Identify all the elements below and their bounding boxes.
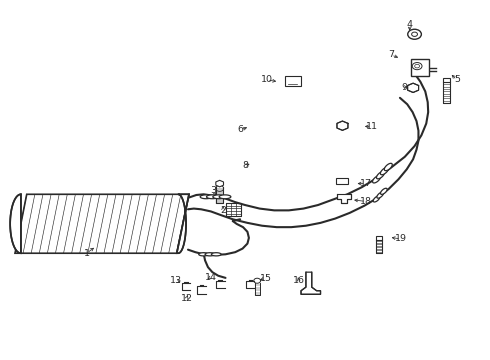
Text: 13: 13 xyxy=(170,276,182,285)
Text: 17: 17 xyxy=(360,179,372,188)
Polygon shape xyxy=(285,76,300,86)
Text: 8: 8 xyxy=(242,161,248,170)
Circle shape xyxy=(340,123,345,128)
Polygon shape xyxy=(373,196,380,202)
Polygon shape xyxy=(199,253,208,256)
Text: 19: 19 xyxy=(395,234,407,243)
Polygon shape xyxy=(372,176,381,183)
Circle shape xyxy=(410,86,416,90)
Text: 2: 2 xyxy=(220,206,226,215)
Polygon shape xyxy=(10,194,21,253)
Polygon shape xyxy=(408,83,418,93)
Polygon shape xyxy=(336,178,348,184)
Polygon shape xyxy=(219,195,231,199)
Text: 11: 11 xyxy=(366,122,378,131)
Text: 9: 9 xyxy=(402,83,408,92)
Circle shape xyxy=(339,179,344,183)
Polygon shape xyxy=(205,253,215,256)
Polygon shape xyxy=(411,59,429,76)
Circle shape xyxy=(412,63,422,70)
Text: 7: 7 xyxy=(388,50,394,59)
Polygon shape xyxy=(211,253,221,256)
Polygon shape xyxy=(200,195,212,199)
Polygon shape xyxy=(442,78,450,82)
Circle shape xyxy=(293,78,299,83)
Polygon shape xyxy=(376,171,385,179)
Polygon shape xyxy=(15,194,189,253)
Text: 16: 16 xyxy=(293,276,305,285)
Text: 12: 12 xyxy=(180,294,193,303)
Polygon shape xyxy=(384,163,392,171)
Text: 6: 6 xyxy=(237,126,243,135)
Polygon shape xyxy=(376,236,382,240)
Polygon shape xyxy=(301,272,320,294)
Text: 4: 4 xyxy=(407,20,413,29)
Polygon shape xyxy=(380,167,389,175)
Circle shape xyxy=(415,64,419,68)
Text: 1: 1 xyxy=(84,249,90,258)
Polygon shape xyxy=(377,192,384,198)
Circle shape xyxy=(254,278,261,283)
Text: 14: 14 xyxy=(205,273,217,282)
Text: 3: 3 xyxy=(210,186,217,195)
Circle shape xyxy=(408,29,421,39)
Text: 10: 10 xyxy=(261,76,273,85)
Circle shape xyxy=(412,32,417,36)
Circle shape xyxy=(216,185,223,192)
Polygon shape xyxy=(216,180,223,187)
Text: 15: 15 xyxy=(260,274,271,283)
Polygon shape xyxy=(207,195,218,199)
Polygon shape xyxy=(337,194,351,203)
Polygon shape xyxy=(213,195,224,199)
Circle shape xyxy=(286,78,292,83)
Polygon shape xyxy=(381,188,387,194)
Text: 5: 5 xyxy=(454,76,460,85)
Polygon shape xyxy=(177,194,189,253)
Text: 18: 18 xyxy=(360,197,372,206)
Polygon shape xyxy=(337,121,348,130)
